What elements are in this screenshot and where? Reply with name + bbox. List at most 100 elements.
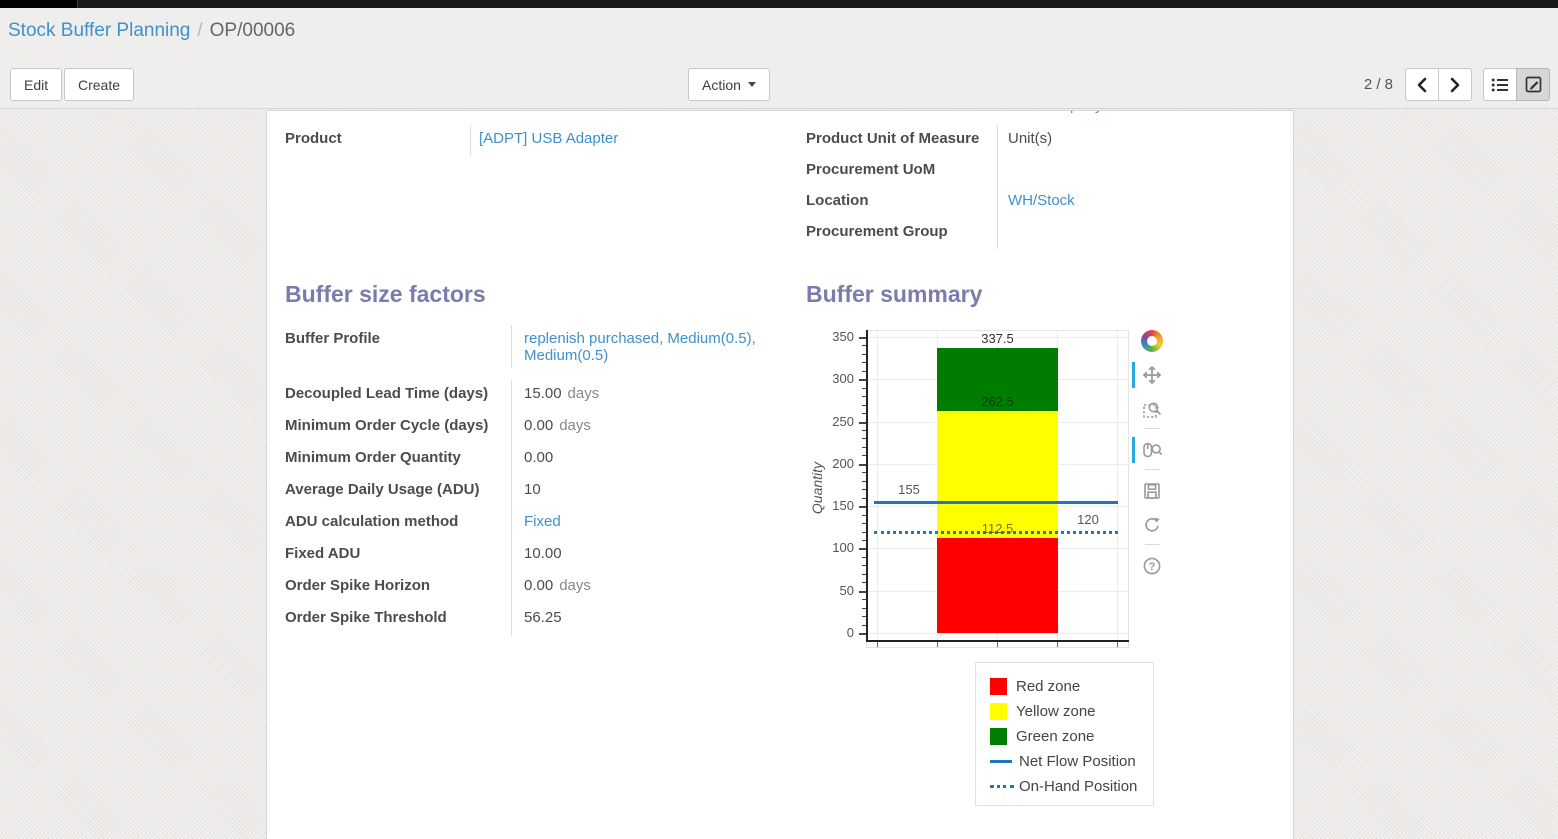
field-value-text: 10 <box>524 481 541 498</box>
y-major-tick <box>859 422 866 424</box>
top-nav-bar <box>0 0 1558 8</box>
field-value: replenish purchased, Medium(0.5), Medium… <box>511 325 777 368</box>
field-value: Fixed <box>511 508 777 540</box>
y-minor-tick <box>862 354 866 355</box>
y-minor-tick <box>862 413 866 414</box>
y-minor-tick <box>862 608 866 609</box>
field-value: 10.00 <box>511 540 777 572</box>
y-minor-tick <box>862 625 866 626</box>
y-minor-tick <box>862 362 866 363</box>
clipped-row-fragment: YourCompany <box>1008 111 1228 115</box>
buffer-size-factors-title: Buffer size factors <box>285 281 486 307</box>
field-label: Minimum Order Cycle (days) <box>285 417 489 434</box>
y-minor-tick <box>862 540 866 541</box>
chevron-right-icon <box>1450 77 1460 92</box>
field-value: 10 <box>511 476 777 508</box>
legend-label: On-Hand Position <box>1019 778 1138 795</box>
field-label: Location <box>806 192 869 209</box>
caret-down-icon <box>747 82 756 87</box>
form-view-button[interactable] <box>1516 68 1550 101</box>
pan-icon <box>1143 366 1161 384</box>
y-minor-tick <box>862 515 866 516</box>
reset-icon <box>1145 517 1160 532</box>
field-label: ADU calculation method <box>285 513 459 530</box>
action-label: Action <box>702 76 741 93</box>
pan-tool[interactable] <box>1132 362 1164 388</box>
legend-item: Yellow zone <box>990 699 1153 724</box>
y-minor-tick <box>862 472 866 473</box>
y-minor-tick <box>862 574 866 575</box>
field-label: Average Daily Usage (ADU) <box>285 481 480 498</box>
legend-item: On-Hand Position <box>990 774 1153 799</box>
field-value-link[interactable]: [ADPT] USB Adapter <box>479 130 619 147</box>
y-major-tick <box>859 464 866 466</box>
y-major-tick <box>859 548 866 550</box>
field-value: 0.00 days <box>511 572 777 604</box>
legend-item: Green zone <box>990 724 1153 749</box>
field-label: Decoupled Lead Time (days) <box>285 385 489 402</box>
field-row: Location WH/Stock <box>806 187 1276 218</box>
y-tick-label: 250 <box>832 413 854 429</box>
save-icon <box>1144 483 1160 499</box>
y-tick-label: 150 <box>832 498 854 514</box>
chevron-left-icon <box>1417 77 1427 92</box>
field-unit-suffix: days <box>559 417 591 434</box>
legend-line-swatch <box>990 760 1012 763</box>
y-tick-label: 0 <box>846 625 854 640</box>
zone-yellow <box>937 411 1058 538</box>
content-area: YourCompany Product [ADPT] USB Adapter Pr… <box>0 109 1558 839</box>
create-button[interactable]: Create <box>64 68 135 101</box>
y-minor-tick <box>862 523 866 524</box>
list-view-button[interactable] <box>1483 68 1517 101</box>
button-row: Edit Create Action 2 / 8 <box>0 68 1558 102</box>
field-value: 0.00 <box>511 444 777 476</box>
field-group-right: Product Unit of Measure Unit(s) Procuremen… <box>806 125 1276 249</box>
y-tick-label: 350 <box>832 329 854 344</box>
breadcrumb-section-link[interactable]: Stock Buffer Planning <box>8 20 191 41</box>
y-major-tick <box>859 337 866 339</box>
wheel-zoom-tool[interactable] <box>1132 437 1164 463</box>
reset-tool[interactable] <box>1140 513 1164 537</box>
y-minor-tick <box>862 371 866 372</box>
zone-boundary-label: 337.5 <box>981 330 1014 346</box>
field-value: WH/Stock <box>997 187 1276 218</box>
breadcrumb-separator: / <box>197 20 203 41</box>
buffer-summary-chart[interactable]: 112.5 262.5 337.5 155 120 0 50 100 150 200 250 300 3… <box>787 326 1139 668</box>
edit-button[interactable]: Edit <box>10 68 63 101</box>
legend-label: Red zone <box>1016 678 1081 695</box>
field-row: Fixed ADU 10.00 <box>285 540 777 572</box>
chart-plot-area[interactable] <box>866 330 1129 648</box>
legend-dotted-swatch <box>990 785 1014 788</box>
y-tick-label: 100 <box>832 540 854 556</box>
zone-boundary-label: 262.5 <box>981 394 1014 409</box>
y-minor-tick <box>862 532 866 533</box>
zone-red <box>937 537 1058 633</box>
action-dropdown-button[interactable]: Action <box>688 68 770 101</box>
y-axis-line <box>866 330 868 642</box>
field-value-link[interactable]: Fixed <box>524 513 561 530</box>
next-page-button[interactable] <box>1438 68 1472 101</box>
box-zoom-tool[interactable] <box>1140 397 1164 421</box>
y-minor-tick <box>862 498 866 499</box>
net-flow-line <box>874 500 1118 504</box>
toolbar-separator <box>1144 469 1160 470</box>
y-minor-tick <box>862 481 866 482</box>
box-zoom-icon <box>1143 402 1161 418</box>
y-minor-tick <box>862 388 866 389</box>
save-tool[interactable] <box>1140 479 1164 503</box>
field-value-text: 0.00 <box>524 449 554 466</box>
y-minor-tick <box>862 599 866 600</box>
field-value-link[interactable]: WH/Stock <box>1008 192 1075 209</box>
y-major-tick <box>859 506 866 508</box>
y-minor-tick <box>862 489 866 490</box>
list-icon <box>1491 78 1508 91</box>
bokeh-logo[interactable] <box>1140 329 1164 353</box>
legend-item: Net Flow Position <box>990 749 1153 774</box>
legend-swatch <box>990 703 1007 720</box>
field-value <box>997 156 1276 187</box>
field-value-link[interactable]: replenish purchased, Medium(0.5), Medium… <box>524 330 756 364</box>
view-switcher <box>1483 68 1550 101</box>
y-tick-label: 200 <box>832 455 854 471</box>
help-tool[interactable]: ? <box>1140 554 1164 578</box>
prev-page-button[interactable] <box>1405 68 1439 101</box>
